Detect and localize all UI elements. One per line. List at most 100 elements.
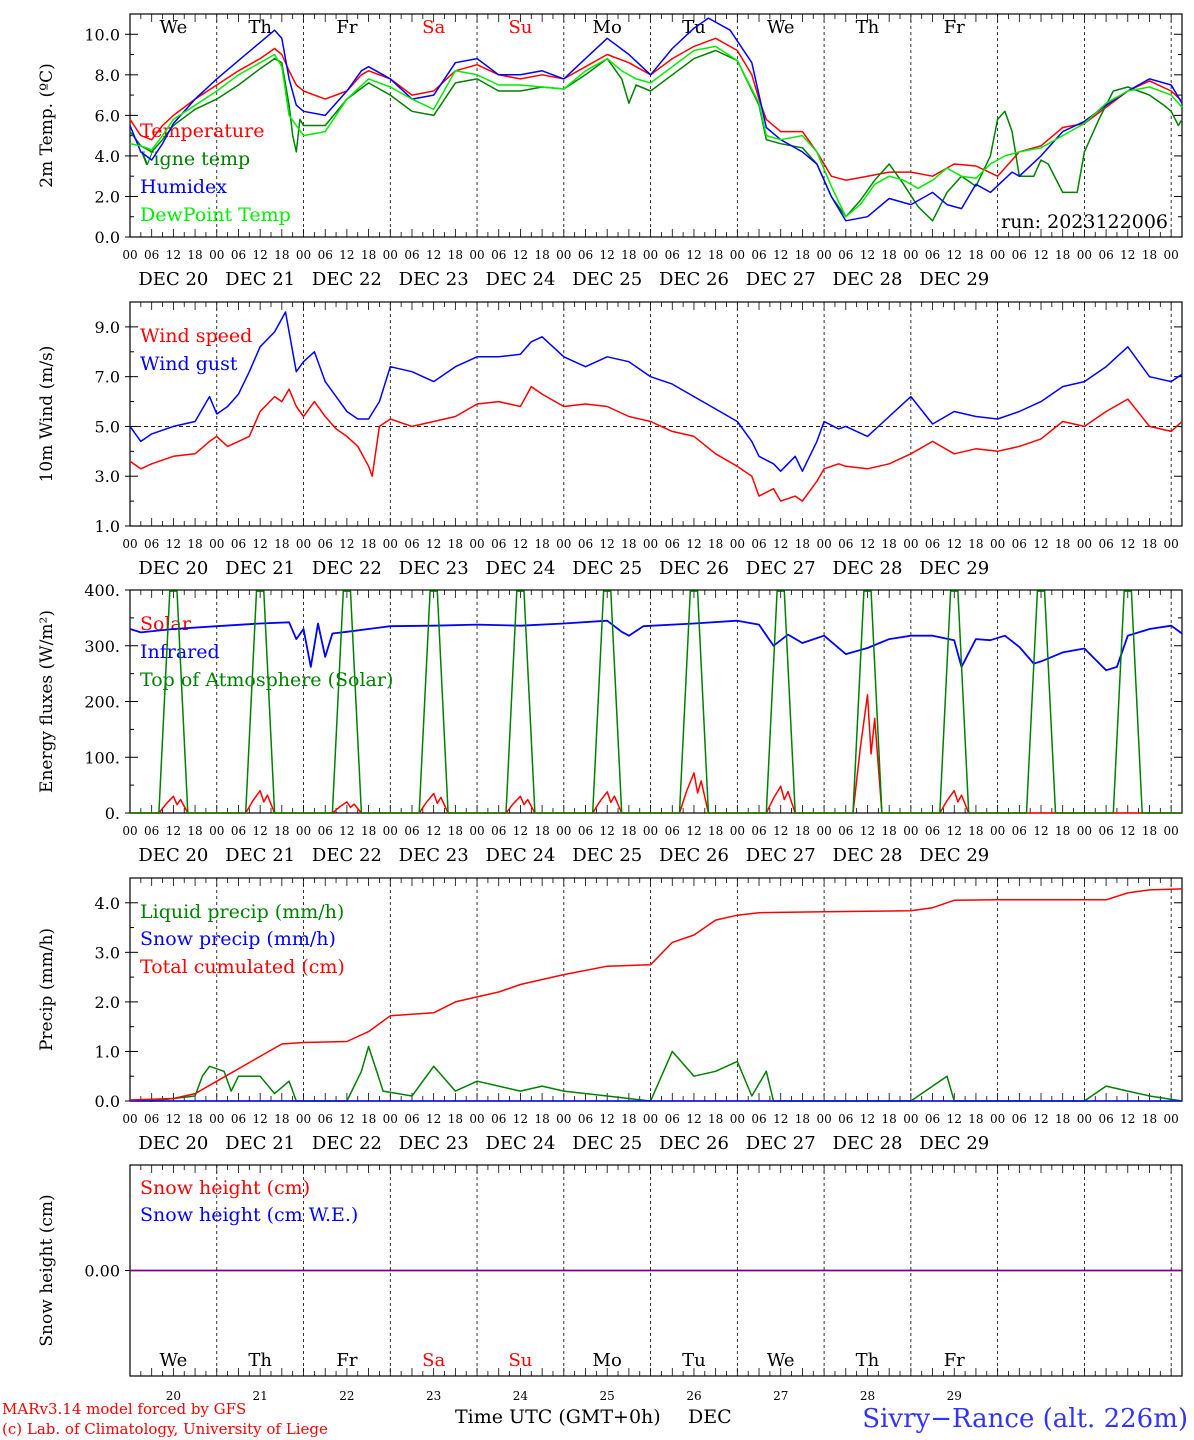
hour-tick-label: 06 bbox=[1012, 824, 1027, 838]
hour-tick-label: 06 bbox=[838, 248, 853, 262]
hour-tick-label: 00 bbox=[990, 537, 1005, 551]
series-line-red bbox=[130, 694, 1182, 814]
day-label-bottom: Th bbox=[248, 1350, 272, 1371]
hour-tick-label: 12 bbox=[513, 824, 528, 838]
date-number: 21 bbox=[253, 1389, 268, 1403]
panel-precip: 00 06 12 18 00 06 12 18 00 06 12 18 00 06 12 18 00 06 12 18… bbox=[37, 877, 1183, 1154]
hour-tick-label: 18 bbox=[968, 537, 983, 551]
hour-tick-label: 00 bbox=[903, 248, 918, 262]
legend-entry: Wind speed bbox=[140, 325, 252, 347]
hour-tick-label: 00 bbox=[556, 824, 571, 838]
date-label: DEC 28 bbox=[832, 558, 902, 579]
day-label-bottom: Fr bbox=[944, 1350, 965, 1371]
hour-tick-label: 18 bbox=[795, 824, 810, 838]
date-number: 20 bbox=[166, 1389, 181, 1403]
day-label-top: Fr bbox=[336, 17, 357, 38]
y-tick-label: 1.0 bbox=[95, 517, 120, 536]
date-label: DEC 21 bbox=[225, 558, 295, 579]
hour-tick-label: 00 bbox=[730, 824, 745, 838]
hour-tick-label: 12 bbox=[947, 537, 962, 551]
hour-tick-label: 00 bbox=[296, 537, 311, 551]
hour-tick-label: 06 bbox=[1098, 824, 1113, 838]
hour-tick-label: 18 bbox=[187, 824, 202, 838]
hour-tick-label: 18 bbox=[534, 248, 549, 262]
hour-tick-label: 12 bbox=[773, 248, 788, 262]
hour-tick-label: 06 bbox=[1098, 248, 1113, 262]
hour-tick-label: 00 bbox=[209, 248, 224, 262]
hour-tick-label: 12 bbox=[600, 1112, 615, 1126]
hour-tick-label: 12 bbox=[773, 1112, 788, 1126]
hour-tick-label: 18 bbox=[448, 248, 463, 262]
day-label-top: Th bbox=[856, 17, 880, 38]
date-label: DEC 20 bbox=[138, 845, 208, 866]
y-tick-label: 4.0 bbox=[95, 894, 120, 913]
panel-wind: 00 06 12 18 00 06 12 18 00 06 12 18 00 06 12 18 00 06 12 18… bbox=[37, 301, 1183, 579]
date-label: DEC 27 bbox=[746, 1133, 816, 1154]
hour-tick-label: 18 bbox=[187, 248, 202, 262]
y-tick-label: 3.0 bbox=[95, 943, 120, 962]
hour-tick-label: 06 bbox=[144, 824, 159, 838]
hour-tick-label: 12 bbox=[860, 824, 875, 838]
y-tick-label: 0. bbox=[105, 804, 120, 823]
hour-tick-label: 06 bbox=[751, 1112, 766, 1126]
legend-entry: Vigne temp bbox=[139, 148, 250, 170]
hour-tick-label: 00 bbox=[1164, 824, 1179, 838]
date-label: DEC 22 bbox=[312, 1133, 382, 1154]
hour-tick-label: 00 bbox=[1164, 537, 1179, 551]
date-label: DEC 22 bbox=[312, 269, 382, 290]
y-axis-title: Energy fluxes (W/m²) bbox=[37, 610, 57, 793]
footer-date-numbers: We 20 Th 21 Fr 22 Sa 23 Su 24 Mo 25 Tu 26 We 27 Th 28 Fr 29 bbox=[160, 1350, 966, 1403]
credit-line-1: MARv3.14 model forced by GFS bbox=[2, 1400, 246, 1418]
hour-tick-label: 18 bbox=[274, 1112, 289, 1126]
date-label: DEC 21 bbox=[225, 1133, 295, 1154]
hour-tick-label: 12 bbox=[947, 248, 962, 262]
plot-frame bbox=[129, 589, 1183, 814]
day-label-top: Th bbox=[248, 17, 272, 38]
hour-tick-label: 18 bbox=[274, 824, 289, 838]
hour-tick-label: 06 bbox=[144, 537, 159, 551]
date-label: DEC 28 bbox=[832, 1133, 902, 1154]
hour-tick-label: 18 bbox=[795, 1112, 810, 1126]
date-label: DEC 22 bbox=[312, 845, 382, 866]
hour-tick-label: 06 bbox=[665, 1112, 680, 1126]
hour-tick-label: 00 bbox=[1077, 1112, 1092, 1126]
hour-tick-label: 18 bbox=[882, 1112, 897, 1126]
hour-tick-label: 00 bbox=[296, 248, 311, 262]
hour-tick-label: 00 bbox=[903, 537, 918, 551]
hour-tick-label: 12 bbox=[339, 537, 354, 551]
y-axis-title: Snow height (cm) bbox=[37, 1194, 57, 1346]
panel-energy-fluxes: 00 06 12 18 00 06 12 18 00 06 12 18 00 06 12 18 00 06 12 18… bbox=[37, 581, 1183, 866]
series-line-green bbox=[130, 590, 1182, 814]
hour-tick-label: 06 bbox=[925, 537, 940, 551]
hour-tick-label: 18 bbox=[621, 824, 636, 838]
y-axis-title: 2m Temp. (ºC) bbox=[37, 63, 57, 188]
y-tick-label: 2.0 bbox=[95, 187, 120, 206]
series-line-blue bbox=[129, 619, 1183, 672]
date-label: DEC 20 bbox=[138, 1133, 208, 1154]
hour-tick-label: 00 bbox=[209, 824, 224, 838]
hour-tick-label: 06 bbox=[578, 1112, 593, 1126]
date-label: DEC 26 bbox=[659, 269, 729, 290]
hour-tick-label: 12 bbox=[1033, 824, 1048, 838]
day-label-top: Su bbox=[508, 17, 532, 38]
day-label-bottom: Tu bbox=[682, 1350, 706, 1371]
hour-tick-label: 00 bbox=[816, 824, 831, 838]
hour-tick-label: 00 bbox=[990, 248, 1005, 262]
hour-tick-label: 12 bbox=[947, 824, 962, 838]
date-label: DEC 25 bbox=[572, 269, 642, 290]
hour-tick-label: 18 bbox=[621, 1112, 636, 1126]
hour-tick-label: 18 bbox=[882, 537, 897, 551]
hour-tick-label: 12 bbox=[339, 248, 354, 262]
date-label: DEC 25 bbox=[572, 1133, 642, 1154]
date-label: DEC 26 bbox=[659, 558, 729, 579]
hour-tick-label: 12 bbox=[1120, 537, 1135, 551]
hour-tick-label: 06 bbox=[404, 537, 419, 551]
hour-tick-label: 06 bbox=[1012, 1112, 1027, 1126]
hour-tick-label: 06 bbox=[231, 1112, 246, 1126]
hour-tick-label: 12 bbox=[773, 537, 788, 551]
date-label: DEC 25 bbox=[572, 558, 642, 579]
date-number: 27 bbox=[773, 1389, 788, 1403]
hour-tick-label: 00 bbox=[209, 537, 224, 551]
hour-tick-label: 06 bbox=[1012, 248, 1027, 262]
date-label: DEC 23 bbox=[399, 845, 469, 866]
